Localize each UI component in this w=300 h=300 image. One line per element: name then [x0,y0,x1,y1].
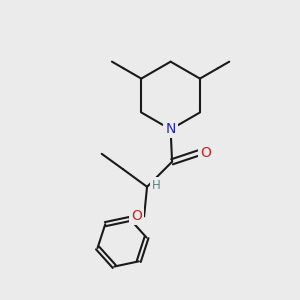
Text: O: O [200,146,211,160]
Text: O: O [131,209,142,223]
Text: H: H [152,179,161,192]
Text: N: N [165,122,176,136]
